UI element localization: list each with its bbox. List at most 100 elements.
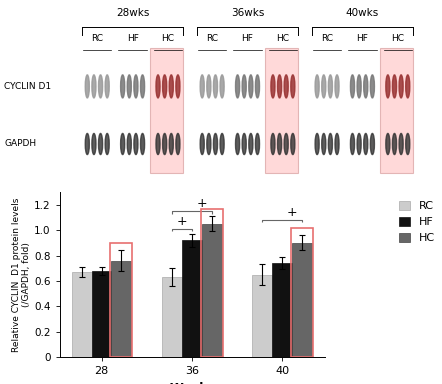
- Ellipse shape: [169, 134, 173, 155]
- Text: HC: HC: [161, 34, 175, 43]
- Ellipse shape: [99, 134, 103, 155]
- X-axis label: Weeks: Weeks: [169, 382, 215, 384]
- Text: HC: HC: [391, 34, 404, 43]
- Ellipse shape: [284, 75, 288, 98]
- Bar: [272, 263, 292, 357]
- Ellipse shape: [85, 134, 89, 155]
- Ellipse shape: [364, 134, 368, 155]
- Ellipse shape: [176, 134, 180, 155]
- Ellipse shape: [386, 75, 390, 98]
- Ellipse shape: [335, 75, 339, 98]
- Text: HC: HC: [276, 34, 290, 43]
- Text: HF: HF: [242, 34, 253, 43]
- Bar: [162, 277, 182, 357]
- Ellipse shape: [271, 134, 275, 155]
- Ellipse shape: [291, 75, 295, 98]
- Text: RC: RC: [321, 34, 333, 43]
- Ellipse shape: [92, 75, 96, 98]
- Ellipse shape: [163, 75, 167, 98]
- Bar: [291, 228, 313, 357]
- Ellipse shape: [105, 134, 109, 155]
- Text: 28wks: 28wks: [116, 8, 149, 18]
- Ellipse shape: [322, 75, 326, 98]
- Text: RC: RC: [206, 34, 218, 43]
- Ellipse shape: [134, 134, 138, 155]
- Ellipse shape: [99, 75, 103, 98]
- Bar: [182, 240, 202, 357]
- Bar: [292, 243, 312, 357]
- Text: +: +: [196, 197, 207, 210]
- Ellipse shape: [220, 134, 224, 155]
- Ellipse shape: [200, 75, 204, 98]
- Ellipse shape: [315, 134, 319, 155]
- Bar: [380, 48, 413, 173]
- Ellipse shape: [85, 75, 89, 98]
- Ellipse shape: [249, 75, 253, 98]
- Ellipse shape: [207, 75, 211, 98]
- Ellipse shape: [392, 134, 396, 155]
- Ellipse shape: [176, 75, 180, 98]
- Ellipse shape: [163, 134, 167, 155]
- Ellipse shape: [169, 75, 173, 98]
- Ellipse shape: [315, 75, 319, 98]
- Bar: [110, 243, 132, 357]
- Ellipse shape: [255, 134, 259, 155]
- Ellipse shape: [255, 75, 259, 98]
- Bar: [265, 48, 298, 173]
- Ellipse shape: [141, 75, 145, 98]
- Bar: [252, 275, 272, 357]
- Ellipse shape: [406, 134, 410, 155]
- Bar: [201, 209, 223, 357]
- Text: HF: HF: [127, 34, 138, 43]
- Ellipse shape: [278, 134, 282, 155]
- Ellipse shape: [213, 75, 217, 98]
- Ellipse shape: [370, 134, 374, 155]
- Ellipse shape: [134, 75, 138, 98]
- Ellipse shape: [213, 134, 217, 155]
- Ellipse shape: [207, 134, 211, 155]
- Ellipse shape: [278, 75, 282, 98]
- Ellipse shape: [370, 75, 374, 98]
- Ellipse shape: [364, 75, 368, 98]
- Ellipse shape: [220, 75, 224, 98]
- Ellipse shape: [200, 134, 204, 155]
- Ellipse shape: [291, 134, 295, 155]
- Text: RC: RC: [91, 34, 103, 43]
- Ellipse shape: [284, 134, 288, 155]
- Ellipse shape: [322, 134, 326, 155]
- Ellipse shape: [357, 75, 361, 98]
- Text: HF: HF: [357, 34, 368, 43]
- Ellipse shape: [236, 75, 240, 98]
- Bar: [91, 271, 111, 357]
- Text: 36wks: 36wks: [231, 8, 264, 18]
- Ellipse shape: [105, 75, 109, 98]
- Ellipse shape: [335, 134, 339, 155]
- Text: 40wks: 40wks: [346, 8, 379, 18]
- Ellipse shape: [236, 134, 240, 155]
- Ellipse shape: [121, 134, 125, 155]
- Ellipse shape: [242, 134, 246, 155]
- Ellipse shape: [242, 75, 246, 98]
- Ellipse shape: [399, 75, 403, 98]
- Ellipse shape: [127, 75, 131, 98]
- Ellipse shape: [328, 75, 332, 98]
- Ellipse shape: [127, 134, 131, 155]
- Ellipse shape: [249, 134, 253, 155]
- Text: +: +: [176, 215, 187, 228]
- Text: GAPDH: GAPDH: [4, 139, 37, 149]
- Text: CYCLIN D1: CYCLIN D1: [4, 82, 52, 91]
- Bar: [111, 261, 131, 357]
- Bar: [202, 224, 221, 357]
- Ellipse shape: [392, 75, 396, 98]
- Bar: [72, 272, 91, 357]
- Text: +: +: [287, 206, 297, 219]
- Ellipse shape: [357, 134, 361, 155]
- Ellipse shape: [92, 134, 96, 155]
- Ellipse shape: [386, 134, 390, 155]
- Ellipse shape: [351, 134, 354, 155]
- Ellipse shape: [121, 75, 125, 98]
- Ellipse shape: [141, 134, 145, 155]
- Bar: [150, 48, 183, 173]
- Ellipse shape: [271, 75, 275, 98]
- Ellipse shape: [328, 134, 332, 155]
